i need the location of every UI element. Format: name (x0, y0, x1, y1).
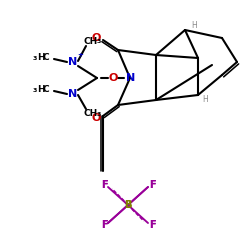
Text: H: H (37, 54, 45, 62)
Text: H: H (191, 20, 197, 30)
Text: C: C (43, 86, 49, 94)
Text: F: F (101, 220, 107, 230)
Text: F: F (149, 220, 155, 230)
Text: +: + (77, 52, 83, 58)
Text: 3: 3 (97, 39, 101, 44)
Text: CH: CH (84, 36, 98, 46)
Text: F: F (149, 180, 155, 190)
Text: CH: CH (84, 110, 98, 118)
Text: 3: 3 (33, 88, 37, 93)
Text: O: O (91, 33, 101, 43)
Text: N: N (68, 89, 78, 99)
Text: N: N (126, 73, 136, 83)
Text: C: C (43, 54, 49, 62)
Text: N: N (68, 57, 78, 67)
Text: B: B (124, 200, 132, 210)
Text: O: O (108, 73, 118, 83)
Text: O: O (91, 113, 101, 123)
Text: H: H (202, 96, 208, 104)
Text: F: F (149, 220, 155, 230)
Text: B: B (124, 200, 132, 210)
Text: F: F (149, 180, 155, 190)
Text: 3: 3 (33, 56, 37, 61)
Text: F: F (101, 180, 107, 190)
Text: F: F (101, 220, 107, 230)
Text: F: F (101, 180, 107, 190)
Text: 3: 3 (97, 112, 101, 117)
Text: H: H (37, 86, 45, 94)
